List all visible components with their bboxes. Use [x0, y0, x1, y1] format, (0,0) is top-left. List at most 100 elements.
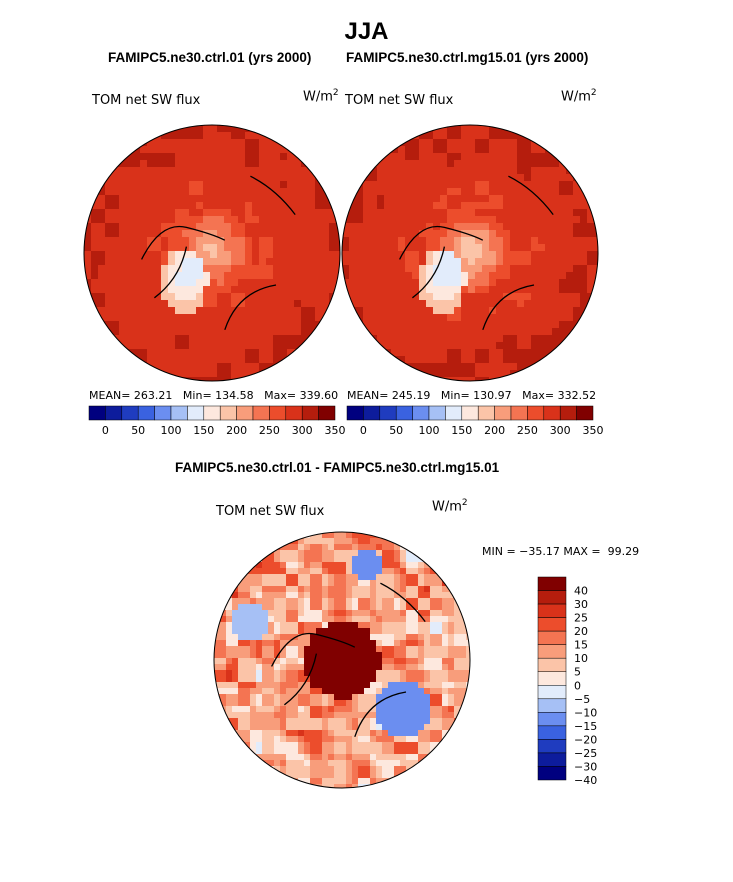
left-colorbar-swatch	[203, 405, 221, 421]
right-map-border	[341, 124, 599, 382]
diff-colorbar-swatch	[537, 617, 567, 632]
left-colorbar-tick: 150	[193, 424, 214, 437]
right-colorbar-tick: 250	[517, 424, 538, 437]
right-colorbar-swatch	[543, 405, 561, 421]
left-colorbar-tick: 100	[161, 424, 182, 437]
left-colorbar-tick: 350	[325, 424, 346, 437]
diff-colorbar-tick: −15	[574, 720, 597, 733]
left-max-value: 339.60	[299, 389, 339, 402]
left-colorbar-swatch	[285, 405, 303, 421]
left-colorbar-swatch	[105, 405, 123, 421]
right-colorbar-tick: 150	[451, 424, 472, 437]
right-colorbar-swatch	[346, 405, 364, 421]
right-colorbar-tick: 300	[550, 424, 571, 437]
diff-variable-label: TOM net SW flux	[216, 504, 325, 519]
diff-colorbar-swatch	[537, 766, 567, 781]
left-min-value: 134.58	[215, 389, 254, 402]
diff-colorbar-tick: −20	[574, 733, 597, 746]
left-colorbar-swatch	[187, 405, 205, 421]
diff-coastline	[271, 582, 426, 738]
left-colorbar-swatch	[252, 405, 270, 421]
right-colorbar-swatch	[494, 405, 512, 421]
right-colorbar-swatch	[445, 405, 463, 421]
left-colorbar-tick: 250	[259, 424, 280, 437]
figure-title: JJA	[344, 18, 389, 45]
diff-stats: MIN = −35.17 MAX = 99.29	[482, 545, 640, 558]
left-colorbar-swatch	[269, 405, 287, 421]
diff-colorbar-swatch	[537, 644, 567, 659]
right-colorbar-swatch	[559, 405, 577, 421]
right-colorbar-swatch	[395, 405, 413, 421]
diff-colorbar-swatch	[537, 576, 567, 591]
diff-colorbar-tick: −30	[574, 760, 597, 773]
right-coastline	[399, 175, 554, 331]
diff-panel-title: FAMIPC5.ne30.ctrl.01 - FAMIPC5.ne30.ctrl…	[175, 460, 500, 475]
right-colorbar-tick: 100	[419, 424, 440, 437]
right-mean-label: MEAN=	[347, 389, 389, 402]
diff-colorbar-swatch	[537, 698, 567, 713]
left-map-border	[83, 124, 341, 382]
right-max-label: Max=	[522, 389, 555, 402]
left-colorbar-tick: 0	[102, 424, 109, 437]
right-colorbar-swatch	[412, 405, 430, 421]
right-min-label: Min=	[440, 389, 470, 402]
left-colorbar-tick: 300	[292, 424, 313, 437]
diff-colorbar-swatch	[537, 739, 567, 754]
right-colorbar-swatch	[527, 405, 545, 421]
diff-colorbar-tick: 40	[574, 585, 588, 598]
diff-colorbar-swatch	[537, 603, 567, 618]
diff-colorbar-swatch	[537, 657, 567, 672]
left-colorbar-swatch	[236, 405, 254, 421]
right-colorbar-tick: 50	[389, 424, 403, 437]
left-colorbar-swatch	[88, 405, 106, 421]
left-coastline	[141, 175, 296, 331]
diff-colorbar-tick: −5	[574, 693, 590, 706]
right-colorbar-swatch	[363, 405, 381, 421]
left-colorbar-swatch	[301, 405, 319, 421]
right-colorbar-tick: 0	[360, 424, 367, 437]
diff-colorbar-tick: 5	[574, 666, 581, 679]
right-colorbar-swatch	[379, 405, 397, 421]
left-colorbar-swatch	[219, 405, 237, 421]
left-max-label: Max=	[264, 389, 297, 402]
diff-colorbar-tick: 30	[574, 598, 588, 611]
diff-colorbar-tick: 0	[574, 679, 581, 692]
diff-colorbar-tick: −40	[574, 774, 597, 787]
diff-colorbar-swatch	[537, 712, 567, 727]
diff-colorbar-swatch	[537, 590, 567, 605]
right-variable-label: TOM net SW flux	[345, 93, 454, 108]
diff-units-label: W/m2	[432, 498, 468, 515]
right-units-label: W/m2	[561, 88, 597, 105]
right-mean-value: 245.19	[391, 389, 431, 402]
left-colorbar-swatch	[318, 405, 336, 421]
left-colorbar-swatch	[121, 405, 139, 421]
left-panel-title: FAMIPC5.ne30.ctrl.01 (yrs 2000)	[108, 50, 312, 65]
diff-colorbar-tick: 10	[574, 652, 588, 665]
right-colorbar-swatch	[510, 405, 528, 421]
diff-colorbar-swatch	[537, 752, 567, 767]
right-colorbar-swatch	[576, 405, 594, 421]
right-max-value: 332.52	[557, 389, 597, 402]
left-stats: MEAN= 263.21 Min= 134.58 Max= 339.60	[89, 389, 338, 402]
right-stats: MEAN= 245.19 Min= 130.97 Max= 332.52	[347, 389, 596, 402]
diff-colorbar-swatch	[537, 671, 567, 686]
left-mean-label: MEAN=	[89, 389, 131, 402]
left-min-label: Min=	[182, 389, 212, 402]
right-colorbar-tick: 350	[583, 424, 604, 437]
diff-colorbar-swatch	[537, 685, 567, 700]
left-mean-value: 263.21	[133, 389, 173, 402]
diff-colorbar-tick: −10	[574, 706, 597, 719]
diff-colorbar-tick: 20	[574, 625, 588, 638]
diff-colorbar-tick: −25	[574, 747, 597, 760]
left-colorbar-tick: 200	[226, 424, 247, 437]
right-panel-title: FAMIPC5.ne30.ctrl.mg15.01 (yrs 2000)	[346, 50, 589, 65]
left-colorbar-swatch	[154, 405, 172, 421]
right-colorbar-swatch	[461, 405, 479, 421]
diff-colorbar-tick: 15	[574, 639, 588, 652]
right-colorbar-swatch	[428, 405, 446, 421]
diff-colorbar-swatch	[537, 725, 567, 740]
diff-map-border	[213, 531, 471, 789]
left-colorbar-swatch	[137, 405, 155, 421]
right-colorbar-swatch	[477, 405, 495, 421]
